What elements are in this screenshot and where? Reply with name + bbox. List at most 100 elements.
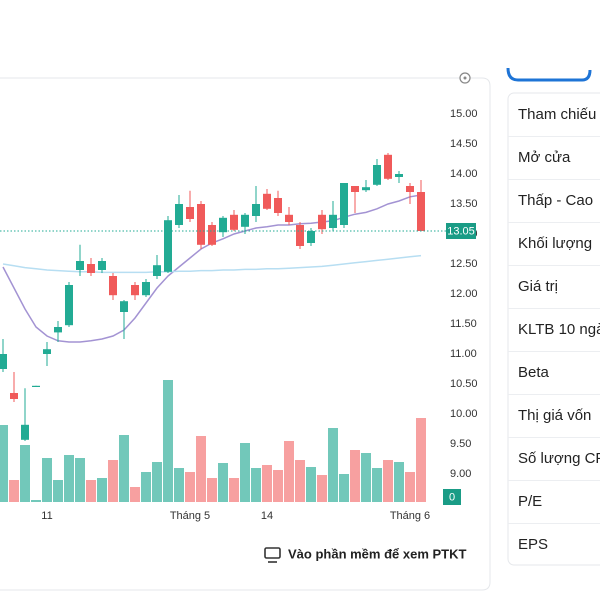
volume-zero-box [443, 489, 461, 505]
x-tick-label: 11 [41, 510, 52, 522]
volume-bar [130, 487, 140, 502]
volume-bar [372, 468, 382, 502]
y-tick-label: 15.00 [450, 108, 478, 120]
volume-bar [31, 500, 41, 502]
stat-label: Thấp - Cao [518, 192, 593, 209]
candle-body [0, 354, 7, 369]
volume-bar [163, 380, 173, 502]
y-tick-label: 14.00 [450, 168, 478, 180]
candle-body [131, 285, 139, 296]
candle-body [263, 193, 271, 209]
volume-bar [295, 460, 305, 502]
stats-card [507, 92, 600, 566]
volume-bar [251, 468, 261, 502]
x-tick-label: Tháng 6 [390, 510, 430, 522]
volume-bar [284, 441, 294, 502]
volume-bar [152, 462, 162, 502]
candle-body [197, 204, 205, 245]
stat-label: Giá trị [518, 278, 558, 295]
volume-bar [218, 463, 228, 502]
volume-bar [119, 435, 129, 502]
candle-body [329, 214, 337, 228]
x-tick-label: Tháng 5 [170, 510, 210, 522]
volume-bar [240, 443, 250, 502]
volume-bar [229, 478, 239, 502]
settings-icon[interactable] [459, 72, 471, 84]
y-tick-label: 11.50 [450, 318, 477, 330]
y-tick-label: 9.00 [450, 468, 471, 480]
volume-bar [328, 428, 338, 502]
candle-body [54, 327, 62, 333]
volume-bar [97, 478, 107, 502]
last-price-label: 13.05 [447, 225, 475, 237]
volume-bar [273, 470, 283, 502]
volume-bar [416, 418, 426, 502]
moving-average-line [2, 254, 422, 274]
stat-label: Số lượng CP [518, 450, 600, 467]
volume-bar [339, 474, 349, 502]
candle-body [98, 261, 106, 270]
stat-label: Khối lượng [518, 235, 592, 252]
volume-bar [262, 465, 272, 502]
stat-label: Mở cửa [518, 149, 571, 166]
candle-body [32, 385, 40, 387]
candle-body [219, 217, 227, 233]
candle-body [395, 174, 403, 177]
volume-bar [20, 445, 30, 502]
candle-body [384, 154, 392, 179]
y-tick-label: 12.50 [450, 258, 478, 270]
volume-bar [196, 436, 206, 502]
volume-bar [86, 480, 96, 502]
candle-body [109, 276, 117, 296]
candle-body [274, 198, 282, 213]
footer-link-text[interactable]: Vào phần mềm để xem PTKT [288, 546, 466, 561]
candle-body [307, 231, 315, 243]
footer-link[interactable]: Vào phần mềm để xem PTKT [264, 546, 466, 563]
y-tick-label: 14.50 [450, 138, 478, 150]
volume-bar [394, 462, 404, 502]
candle-body [87, 264, 95, 273]
candle-body [65, 285, 73, 326]
candle-body [43, 349, 51, 354]
candle-body [362, 187, 370, 191]
x-tick-label: 14 [261, 510, 273, 522]
candle-body [351, 186, 359, 192]
monitor-icon [264, 547, 281, 559]
y-tick-label: 12.00 [450, 288, 478, 300]
stat-label: Beta [518, 364, 550, 381]
volume-bar [405, 472, 415, 502]
stat-label: EPS [518, 536, 548, 553]
y-tick-label: 9.50 [450, 438, 471, 450]
last-price-box [446, 223, 476, 239]
candle-body [142, 282, 150, 296]
candle-body [230, 214, 238, 230]
tab-button[interactable] [506, 67, 592, 82]
volume-zero-label: 0 [449, 491, 455, 503]
volume-bar [207, 478, 217, 502]
candle-body [417, 192, 425, 231]
candle-body [120, 301, 128, 312]
volume-bar [361, 453, 371, 502]
candle-body [21, 424, 29, 440]
volume-bar [42, 458, 52, 502]
candle-body [318, 214, 326, 230]
candle-body [285, 214, 293, 222]
candle-body [208, 225, 216, 245]
volume-bar [0, 425, 8, 502]
candle-body [186, 207, 194, 219]
stat-label: Thị giá vốn [518, 407, 591, 424]
y-tick-label: 10.50 [450, 378, 478, 390]
candle-body [296, 225, 304, 246]
candle-body [241, 214, 249, 227]
candle-body [406, 186, 414, 192]
stat-label: KLTB 10 ngà [518, 321, 600, 338]
volume-bar [383, 460, 393, 502]
candle-body [373, 165, 381, 185]
candle-body [164, 220, 172, 272]
stat-label: P/E [518, 493, 542, 510]
candle-body [175, 204, 183, 225]
volume-bar [174, 468, 184, 502]
volume-bar [317, 475, 327, 502]
